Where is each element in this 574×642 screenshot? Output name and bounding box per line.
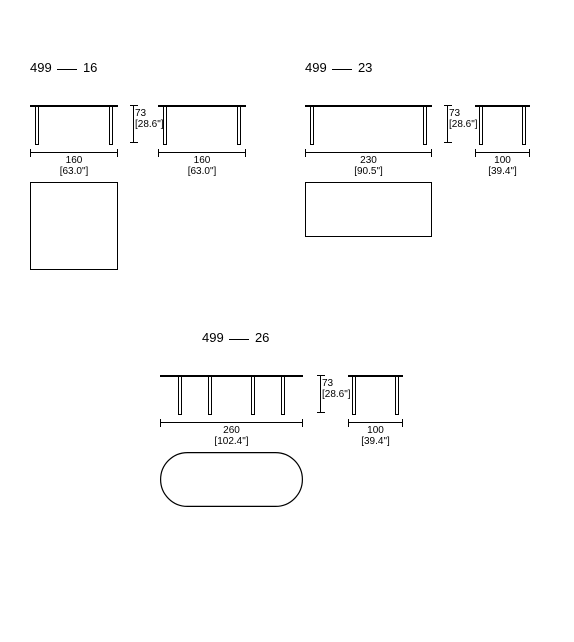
- model-underline: [57, 69, 77, 70]
- m3-depth-dim: [348, 422, 403, 423]
- m2-depth-dim: [475, 152, 530, 153]
- table-leg: [35, 107, 39, 145]
- m1-side: [158, 105, 246, 107]
- m2-width-dim: [305, 152, 432, 153]
- m3-side: [348, 375, 403, 377]
- m3-width-text: 260 [102.4"]: [160, 425, 303, 447]
- table-leg: [479, 107, 483, 145]
- m1-front: [30, 105, 118, 107]
- model-prefix: 499: [305, 60, 327, 75]
- m2-height-text: 73 [28.6"]: [449, 108, 475, 130]
- table-leg: [208, 377, 212, 415]
- table-leg: [237, 107, 241, 145]
- m1-width-text: 160 [63.0"]: [30, 155, 118, 177]
- model-2-label: 499 23: [305, 60, 372, 75]
- m3-top: [160, 452, 303, 507]
- table-leg: [352, 377, 356, 415]
- table-leg: [178, 377, 182, 415]
- m1-height-text: 73 [28.6"]: [135, 108, 161, 130]
- m2-front: [305, 105, 432, 107]
- model-underline: [332, 69, 352, 70]
- m1-height-dim: [133, 105, 134, 143]
- table-leg: [395, 377, 399, 415]
- m3-height-text: 73 [28.6"]: [322, 378, 348, 400]
- table-leg: [251, 377, 255, 415]
- model-3-label: 499 26: [202, 330, 269, 345]
- m2-top: [305, 182, 432, 237]
- model-underline: [229, 339, 249, 340]
- table-leg: [522, 107, 526, 145]
- m2-side: [475, 105, 530, 107]
- table-leg: [310, 107, 314, 145]
- m2-height-dim: [447, 105, 448, 143]
- m3-height-dim: [320, 375, 321, 413]
- model-suffix: 16: [83, 60, 97, 75]
- m1-depth-dim: [158, 152, 246, 153]
- model-prefix: 499: [202, 330, 224, 345]
- table-leg: [109, 107, 113, 145]
- model-suffix: 26: [255, 330, 269, 345]
- model-1-label: 499 16: [30, 60, 97, 75]
- m2-depth-text: 100 [39.4"]: [475, 155, 530, 177]
- m1-depth-text: 160 [63.0"]: [158, 155, 246, 177]
- model-prefix: 499: [30, 60, 52, 75]
- model-suffix: 23: [358, 60, 372, 75]
- table-leg: [281, 377, 285, 415]
- m3-width-dim: [160, 422, 303, 423]
- m3-front: [160, 375, 303, 377]
- m2-width-text: 230 [90.5"]: [305, 155, 432, 177]
- m1-top: [30, 182, 118, 270]
- table-leg: [423, 107, 427, 145]
- m3-depth-text: 100 [39.4"]: [348, 425, 403, 447]
- m1-width-dim: [30, 152, 118, 153]
